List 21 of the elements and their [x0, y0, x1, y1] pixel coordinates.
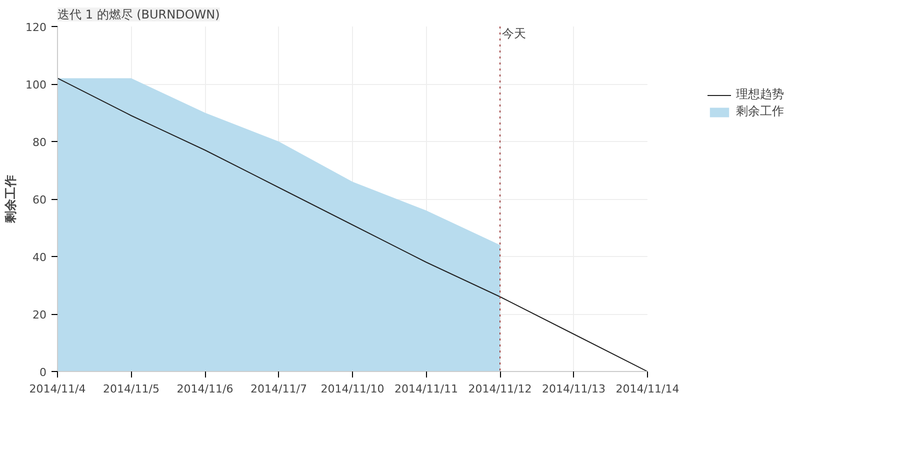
y-tick-label: 20: [32, 308, 47, 322]
y-tick-label: 60: [32, 194, 47, 206]
chart-title: 迭代 1 的燃尽 (BURNDOWN): [58, 8, 220, 22]
ref-line-label: 今天: [502, 26, 526, 40]
y-tick-label: 0: [40, 366, 46, 379]
x-tick-label: 2014/11/7: [250, 382, 307, 396]
x-tick-label: 2014/11/6: [176, 382, 234, 396]
legend-label: 理想趋势: [736, 86, 784, 103]
y-tick-label: 120: [26, 21, 47, 34]
x-tick-label: 2014/11/14: [616, 382, 680, 396]
x-tick-label: 2014/11/4: [29, 382, 86, 396]
x-tick-label: 2014/11/5: [103, 382, 160, 396]
y-tick-label: 80: [32, 136, 47, 149]
y-tick-label: 40: [32, 251, 47, 264]
legend-label: 剩余工作: [736, 103, 784, 120]
y-tick-label: 100: [26, 78, 47, 92]
x-tick-label: 2014/11/10: [320, 382, 384, 396]
x-tick-label: 2014/11/13: [542, 382, 606, 396]
x-tick-label: 2014/11/12: [468, 382, 532, 396]
x-tick-label: 2014/11/11: [394, 382, 458, 396]
y-axis-title: 剩余工作: [4, 175, 18, 224]
